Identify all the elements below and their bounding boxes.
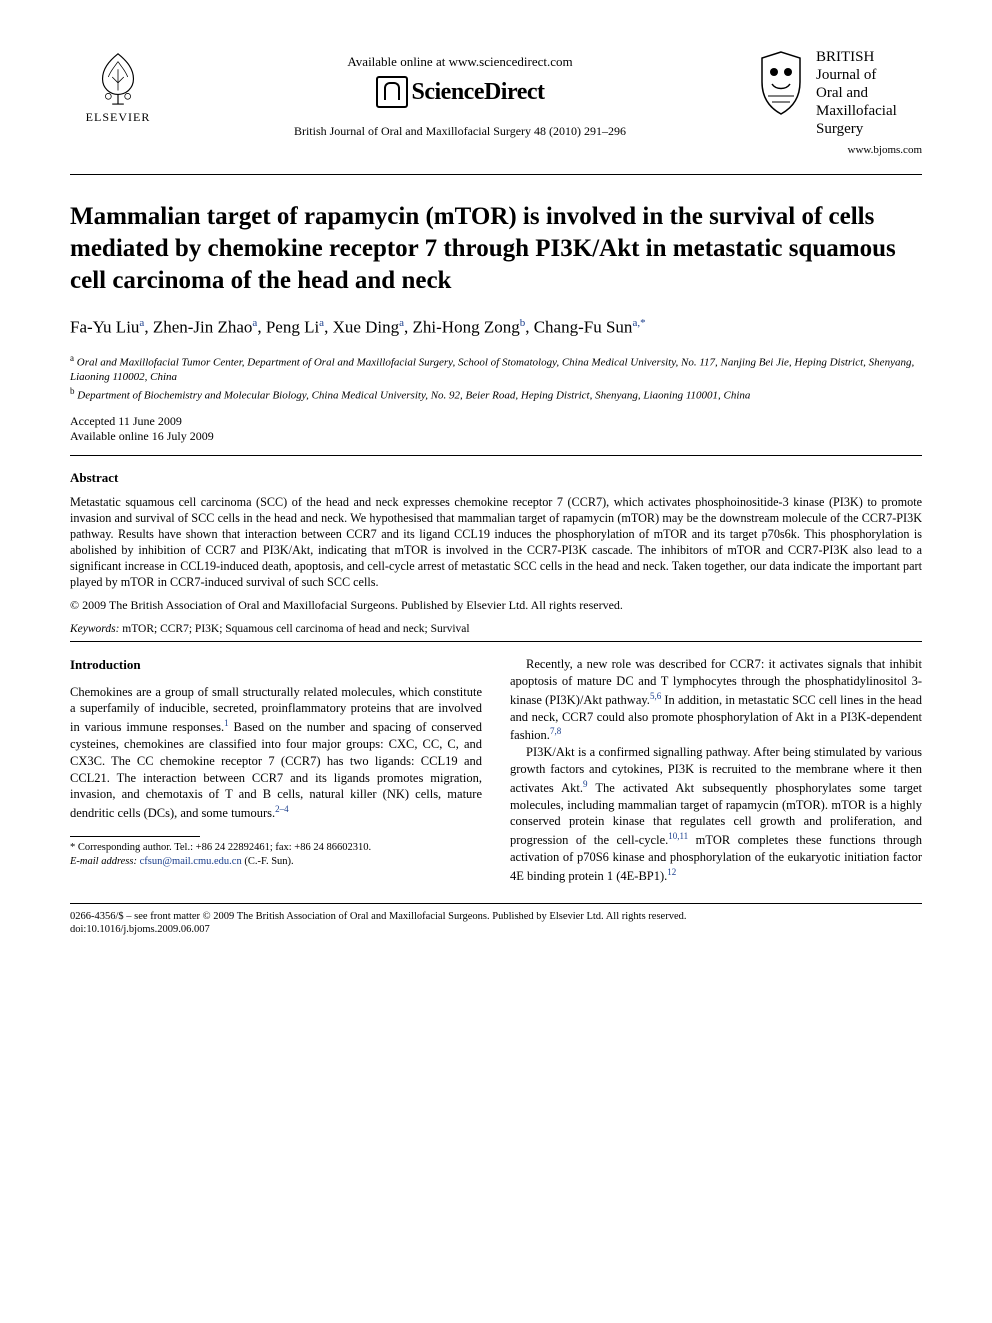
accepted-date: Accepted 11 June 2009 bbox=[70, 414, 922, 430]
journal-title-line: Maxillofacial bbox=[816, 103, 897, 119]
publisher-block: ELSEVIER bbox=[70, 48, 166, 125]
corresponding-footnote: * Corresponding author. Tel.: +86 24 228… bbox=[70, 841, 482, 868]
sciencedirect-logo: ScienceDirect bbox=[376, 76, 545, 108]
journal-header: ELSEVIER Available online at www.science… bbox=[70, 48, 922, 175]
journal-title: BRITISH Journal of Oral and Maxillofacia… bbox=[816, 48, 897, 138]
keywords-line: Keywords: mTOR; CCR7; PI3K; Squamous cel… bbox=[70, 623, 922, 635]
footer-doi: doi:10.1016/j.bjoms.2009.06.007 bbox=[70, 923, 922, 937]
abstract-body: Metastatic squamous cell carcinoma (SCC)… bbox=[70, 494, 922, 591]
footnote-rule bbox=[70, 836, 200, 837]
publisher-name: ELSEVIER bbox=[86, 110, 151, 125]
affiliations: a Oral and Maxillofacial Tumor Center, D… bbox=[70, 352, 922, 404]
divider bbox=[70, 641, 922, 642]
intro-paragraph: Chemokines are a group of small structur… bbox=[70, 684, 482, 822]
footer-rule bbox=[70, 903, 922, 904]
divider bbox=[70, 455, 922, 456]
journal-branding: BRITISH Journal of Oral and Maxillofacia… bbox=[754, 48, 922, 156]
citation-ref[interactable]: 10,11 bbox=[668, 831, 688, 841]
journal-title-line: BRITISH bbox=[816, 49, 874, 65]
page-footer: 0266-4356/$ – see front matter © 2009 Th… bbox=[70, 910, 922, 937]
corr-name: (C.-F. Sun). bbox=[242, 856, 294, 867]
journal-title-line: Surgery bbox=[816, 121, 863, 137]
journal-crest-icon bbox=[754, 48, 808, 118]
available-online-text: Available online at www.sciencedirect.co… bbox=[166, 54, 754, 70]
journal-title-line: Oral and bbox=[816, 85, 868, 101]
intro-paragraph: PI3K/Akt is a confirmed signalling pathw… bbox=[510, 744, 922, 884]
keywords-label: Keywords: bbox=[70, 623, 119, 635]
citation-ref[interactable]: 5,6 bbox=[650, 691, 661, 701]
corr-email-link[interactable]: cfsun@mail.cmu.edu.cn bbox=[140, 856, 242, 867]
column-right: Recently, a new role was described for C… bbox=[510, 656, 922, 885]
citation-ref[interactable]: 2–4 bbox=[275, 804, 289, 814]
article-dates: Accepted 11 June 2009 Available online 1… bbox=[70, 414, 922, 445]
citation-ref[interactable]: 12 bbox=[667, 867, 676, 877]
authors-list: Fa-Yu Liua, Zhen-Jin Zhaoa, Peng Lia, Xu… bbox=[70, 317, 922, 338]
column-left: Introduction Chemokines are a group of s… bbox=[70, 656, 482, 885]
footer-copyright: 0266-4356/$ – see front matter © 2009 Th… bbox=[70, 910, 922, 924]
journal-title-line: Journal of bbox=[816, 67, 876, 83]
journal-url[interactable]: www.bjoms.com bbox=[754, 144, 922, 156]
online-date: Available online 16 July 2009 bbox=[70, 429, 922, 445]
abstract-heading: Abstract bbox=[70, 470, 922, 486]
corr-author-line: * Corresponding author. Tel.: +86 24 228… bbox=[70, 841, 482, 855]
affiliation-a: Oral and Maxillofacial Tumor Center, Dep… bbox=[70, 356, 914, 383]
elsevier-tree-icon bbox=[89, 48, 147, 106]
article-title: Mammalian target of rapamycin (mTOR) is … bbox=[70, 201, 922, 297]
center-header: Available online at www.sciencedirect.co… bbox=[166, 48, 754, 139]
abstract-copyright: © 2009 The British Association of Oral a… bbox=[70, 598, 922, 613]
citation-ref[interactable]: 7,8 bbox=[550, 726, 561, 736]
email-label: E-mail address: bbox=[70, 856, 137, 867]
page: ELSEVIER Available online at www.science… bbox=[0, 0, 992, 977]
affiliation-b: Department of Biochemistry and Molecular… bbox=[77, 390, 750, 402]
keywords-values: mTOR; CCR7; PI3K; Squamous cell carcinom… bbox=[119, 623, 469, 635]
sciencedirect-text: ScienceDirect bbox=[412, 79, 545, 106]
intro-paragraph: Recently, a new role was described for C… bbox=[510, 656, 922, 744]
body-columns: Introduction Chemokines are a group of s… bbox=[70, 656, 922, 885]
intro-heading: Introduction bbox=[70, 656, 482, 673]
citation-line: British Journal of Oral and Maxillofacia… bbox=[166, 124, 754, 139]
sciencedirect-mark-icon bbox=[376, 76, 408, 108]
